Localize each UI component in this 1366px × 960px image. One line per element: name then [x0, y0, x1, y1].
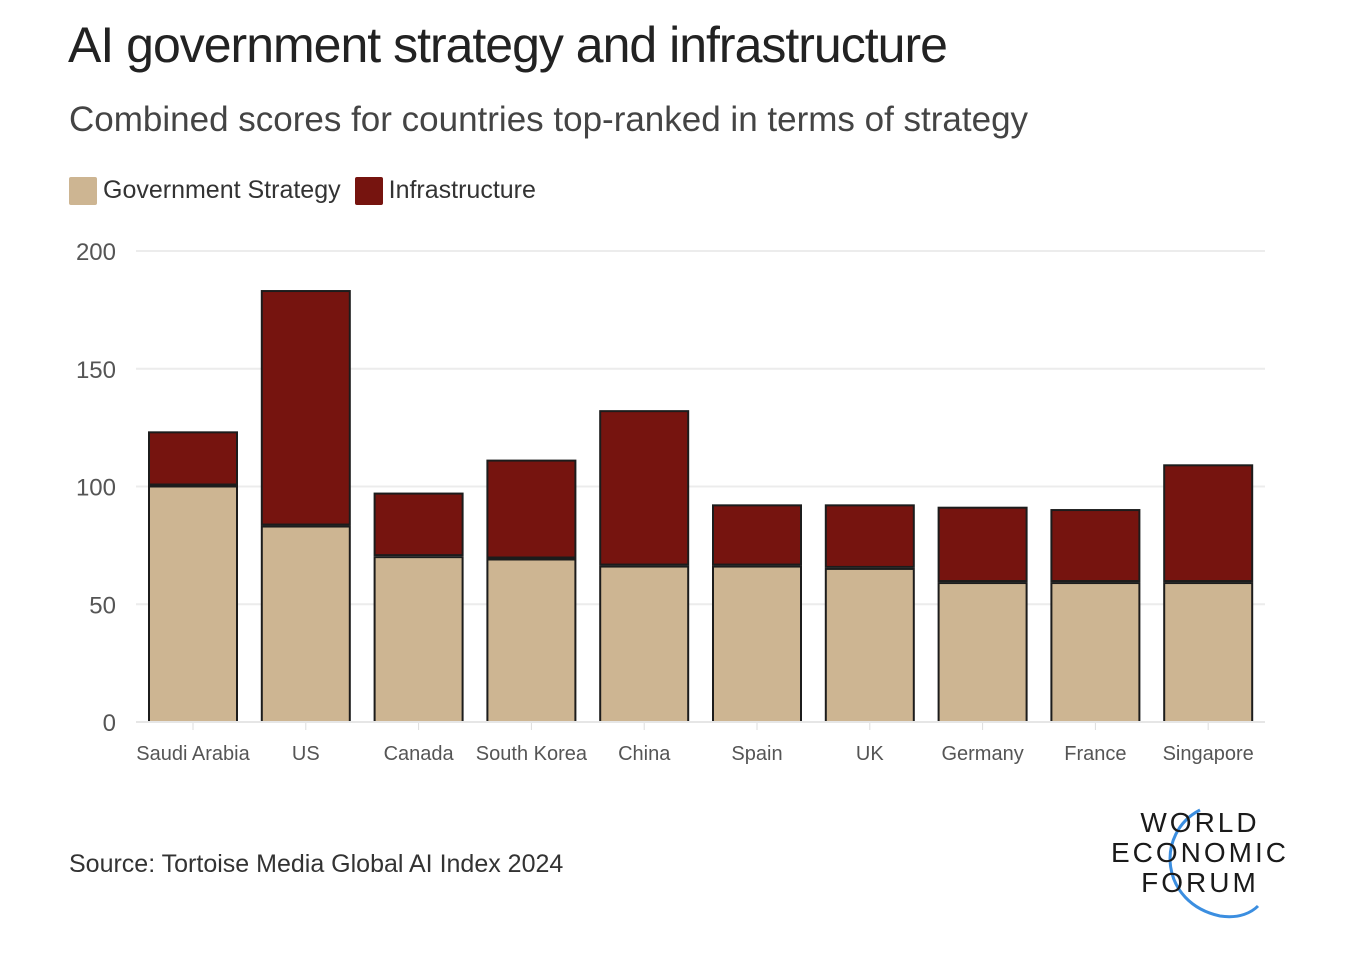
bar-government-strategy — [599, 565, 690, 723]
x-tick-label: South Korea — [476, 743, 588, 765]
y-tick-label: 200 — [76, 239, 116, 266]
bar-government-strategy — [937, 582, 1028, 723]
bar-infrastructure — [1163, 464, 1254, 583]
bar-government-strategy — [1050, 582, 1141, 723]
x-tick-label: Spain — [731, 743, 782, 765]
chart-subtitle: Combined scores for countries top-ranked… — [69, 100, 1029, 139]
x-tick-label: Saudi Arabia — [136, 743, 250, 765]
legend-label: Government Strategy — [103, 176, 341, 204]
bar-infrastructure — [486, 459, 577, 559]
logo-line-world: WORLD — [1140, 807, 1260, 838]
x-tick-label: China — [618, 743, 671, 765]
y-tick-label: 150 — [76, 357, 116, 384]
legend-label: Infrastructure — [388, 176, 536, 204]
x-tick-label: UK — [856, 743, 884, 765]
bar-government-strategy — [712, 565, 802, 723]
bar-government-strategy — [824, 567, 915, 723]
legend-item-infrastructure: Infrastructure — [354, 176, 536, 205]
wef-logo: WORLD ECONOMIC FORUM — [1100, 808, 1300, 928]
y-tick-label: 50 — [89, 592, 116, 619]
bar-infrastructure — [1050, 509, 1141, 583]
bar-infrastructure — [599, 410, 690, 566]
bar-infrastructure — [260, 290, 351, 526]
legend-swatch-government-strategy — [69, 176, 97, 205]
bar-government-strategy — [1163, 582, 1254, 723]
bar-infrastructure — [712, 504, 802, 566]
legend-swatch-infrastructure — [354, 176, 383, 205]
stacked-bar-chart: 0 50 100 150 200 Saudi Arabia US Canada South Ko… — [76, 239, 1265, 765]
y-tick-label: 100 — [76, 475, 116, 502]
x-tick-label: Germany — [941, 743, 1023, 765]
legend: Government Strategy Infrastructure — [69, 176, 550, 205]
x-tick-label: Canada — [384, 743, 455, 765]
bar-government-strategy — [260, 525, 351, 723]
bar-government-strategy — [486, 558, 577, 723]
bar-government-strategy — [373, 556, 464, 723]
x-tick-label: France — [1064, 743, 1126, 765]
source-note: Source: Tortoise Media Global AI Index 2… — [69, 850, 564, 878]
x-tick-label: Singapore — [1163, 743, 1254, 765]
bar-infrastructure — [824, 504, 915, 568]
logo-line-forum: FORUM — [1141, 867, 1259, 898]
logo-line-economic: ECONOMIC — [1111, 837, 1289, 868]
bar-infrastructure — [373, 492, 464, 557]
logo-arc-icon — [1168, 808, 1260, 919]
y-tick-label: 0 — [103, 710, 116, 737]
x-tick-label: US — [292, 743, 320, 765]
bar-infrastructure — [148, 431, 238, 486]
legend-item-government-strategy: Government Strategy — [69, 176, 341, 205]
chart-title: AI government strategy and infrastructur… — [68, 17, 948, 73]
bar-government-strategy — [148, 485, 238, 723]
bar-infrastructure — [937, 506, 1028, 583]
